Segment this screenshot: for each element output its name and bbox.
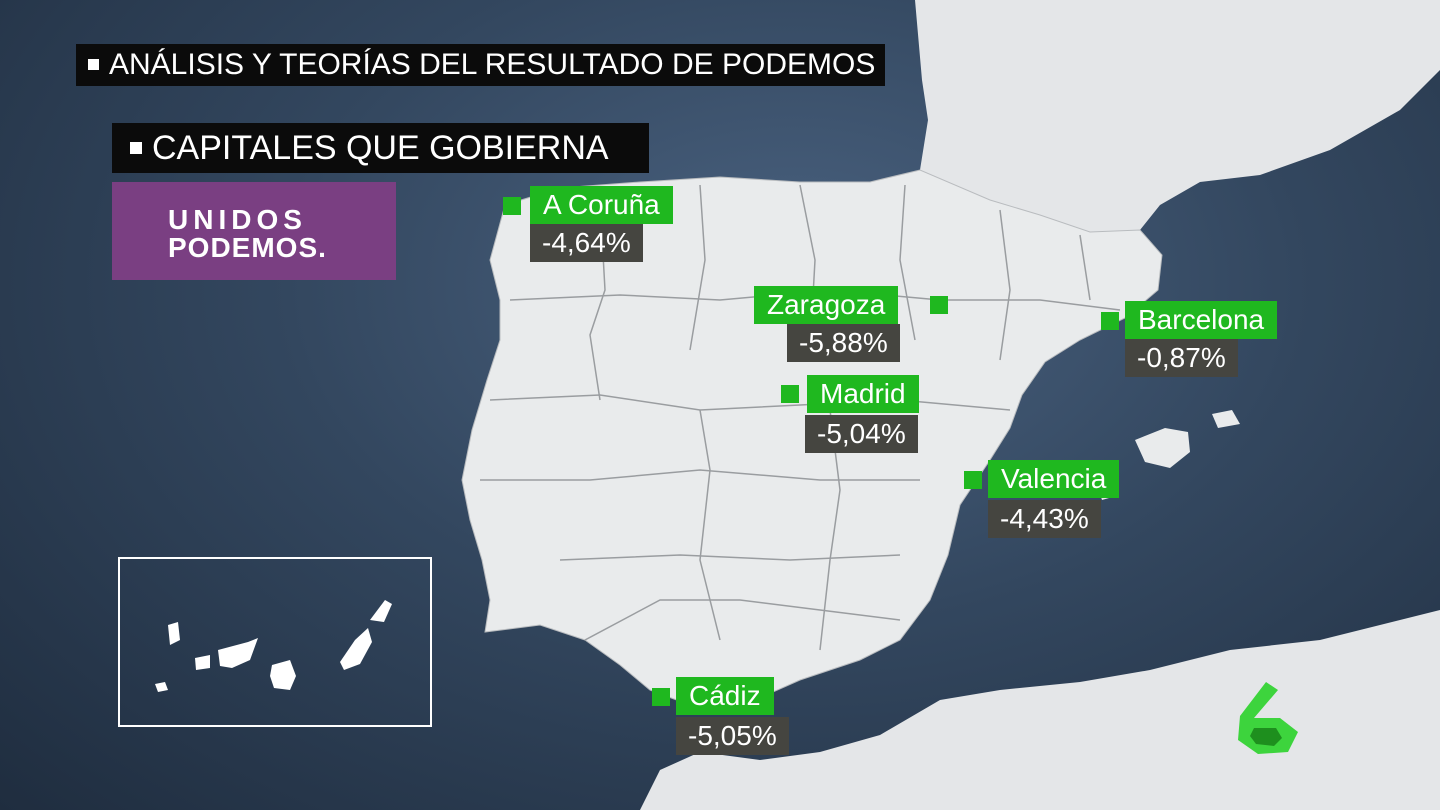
city-value: -4,43% [988, 500, 1101, 538]
city-name: A Coruña [530, 186, 673, 224]
city-marker-icon [781, 385, 799, 403]
party-logo-line1: UNIDOS [168, 204, 307, 235]
city-value: -0,87% [1125, 339, 1238, 377]
city-marker-icon [652, 688, 670, 706]
city-name: Cádiz [676, 677, 774, 715]
section-bar: CAPITALES QUE GOBIERNA [112, 123, 649, 173]
party-logo: UNIDOS PODEMOS. [112, 182, 396, 280]
north-africa-landmass [640, 610, 1440, 810]
city-name: Madrid [807, 375, 919, 413]
bullet-square-icon [130, 142, 142, 155]
canary-islands [155, 600, 392, 692]
city-name: Valencia [988, 460, 1120, 498]
france-landmass [915, 0, 1440, 232]
city-marker-icon [930, 296, 948, 314]
party-logo-line2: PODEMOS. [168, 232, 327, 263]
city-marker-icon [1101, 312, 1119, 330]
title-bar: ANÁLISIS Y TEORÍAS DEL RESULTADO DE PODE… [76, 44, 886, 86]
section-text: CAPITALES QUE GOBIERNA [152, 129, 609, 167]
title-text: ANÁLISIS Y TEORÍAS DEL RESULTADO DE PODE… [109, 48, 876, 81]
canary-islands-inset-frame [118, 557, 432, 727]
city-marker-icon [503, 197, 521, 215]
city-name: Barcelona [1125, 301, 1278, 339]
city-marker-icon [964, 471, 982, 489]
bullet-square-icon [88, 58, 99, 70]
city-value: -5,05% [676, 717, 789, 755]
city-name: Zaragoza [754, 286, 899, 324]
balearic-islands [1135, 428, 1190, 468]
lasexta-6-logo [1238, 682, 1298, 754]
city-value: -5,04% [805, 415, 918, 453]
menorca [1212, 410, 1240, 428]
city-value: -5,88% [787, 324, 900, 362]
city-value: -4,64% [530, 224, 643, 262]
